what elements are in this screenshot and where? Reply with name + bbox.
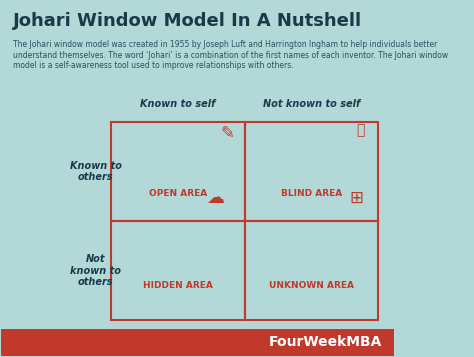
Bar (245, 221, 378, 320)
Text: FourWeekMBA: FourWeekMBA (269, 335, 382, 350)
Bar (245, 122, 378, 221)
Text: BLIND AREA: BLIND AREA (281, 189, 342, 198)
Text: Not known to self: Not known to self (263, 100, 360, 110)
Text: The Johari window model was created in 1955 by Joseph Luft and Harrington Ingham: The Johari window model was created in 1… (13, 40, 448, 70)
Text: UNKNOWN AREA: UNKNOWN AREA (269, 281, 354, 290)
Text: ⊞: ⊞ (350, 189, 364, 207)
Text: Known to self: Known to self (140, 100, 216, 110)
Text: Known to
others: Known to others (70, 161, 121, 182)
Text: ✎: ✎ (220, 124, 234, 142)
Text: Johari Window Model In A Nutshell: Johari Window Model In A Nutshell (13, 12, 362, 30)
Text: ☁: ☁ (206, 189, 224, 207)
Text: Not
known to
others: Not known to others (70, 254, 121, 287)
Text: OPEN AREA: OPEN AREA (149, 189, 207, 198)
Bar (111, 221, 245, 320)
Text: 🚫: 🚫 (356, 124, 365, 137)
Bar (1, 329, 394, 356)
Bar (111, 122, 245, 221)
Text: HIDDEN AREA: HIDDEN AREA (143, 281, 213, 290)
